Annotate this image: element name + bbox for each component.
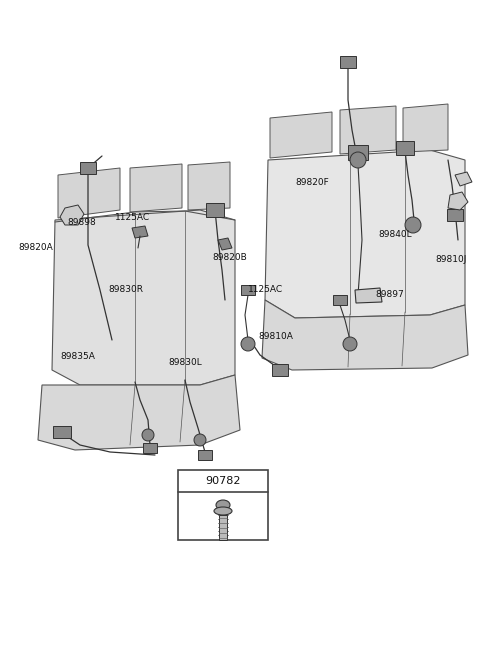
Bar: [241, 285, 255, 295]
Bar: [348, 144, 368, 159]
Polygon shape: [270, 112, 332, 158]
Bar: [447, 209, 463, 221]
Text: 89820F: 89820F: [295, 178, 329, 187]
Text: 1125AC: 1125AC: [115, 213, 150, 222]
Bar: [206, 203, 224, 217]
Ellipse shape: [194, 434, 206, 446]
Text: 89830R: 89830R: [108, 285, 143, 294]
Bar: [219, 515, 227, 540]
Polygon shape: [38, 375, 240, 450]
Bar: [80, 162, 96, 174]
Ellipse shape: [216, 500, 230, 510]
Ellipse shape: [241, 337, 255, 351]
Text: 89840L: 89840L: [378, 230, 412, 239]
Polygon shape: [455, 172, 472, 186]
Text: 89810J: 89810J: [435, 255, 467, 264]
Polygon shape: [218, 238, 232, 250]
Bar: [53, 426, 71, 438]
Bar: [143, 443, 157, 453]
Polygon shape: [265, 150, 465, 318]
Ellipse shape: [343, 337, 357, 351]
Text: 89830L: 89830L: [168, 358, 202, 367]
Bar: [333, 295, 347, 305]
Bar: [396, 141, 414, 155]
Ellipse shape: [405, 217, 421, 233]
Polygon shape: [188, 162, 230, 210]
Bar: [178, 470, 268, 540]
Ellipse shape: [214, 507, 232, 515]
Text: 89835A: 89835A: [60, 352, 95, 361]
Polygon shape: [403, 104, 448, 152]
Polygon shape: [132, 226, 148, 238]
Polygon shape: [262, 300, 468, 370]
Ellipse shape: [142, 429, 154, 441]
Polygon shape: [130, 164, 182, 212]
Bar: [340, 56, 356, 68]
Polygon shape: [340, 106, 396, 154]
Text: 1125AC: 1125AC: [248, 285, 283, 294]
Polygon shape: [448, 192, 468, 210]
Bar: [198, 450, 212, 460]
Text: 90782: 90782: [205, 476, 241, 486]
Text: 89820B: 89820B: [212, 253, 247, 262]
Bar: [272, 364, 288, 376]
Text: 89898: 89898: [67, 218, 96, 227]
Polygon shape: [52, 210, 235, 385]
Polygon shape: [355, 288, 382, 303]
Ellipse shape: [350, 152, 366, 168]
Text: 89810A: 89810A: [258, 332, 293, 341]
Polygon shape: [58, 168, 120, 218]
Polygon shape: [60, 205, 84, 225]
Text: 89820A: 89820A: [18, 243, 53, 252]
Text: 89897: 89897: [375, 290, 404, 299]
